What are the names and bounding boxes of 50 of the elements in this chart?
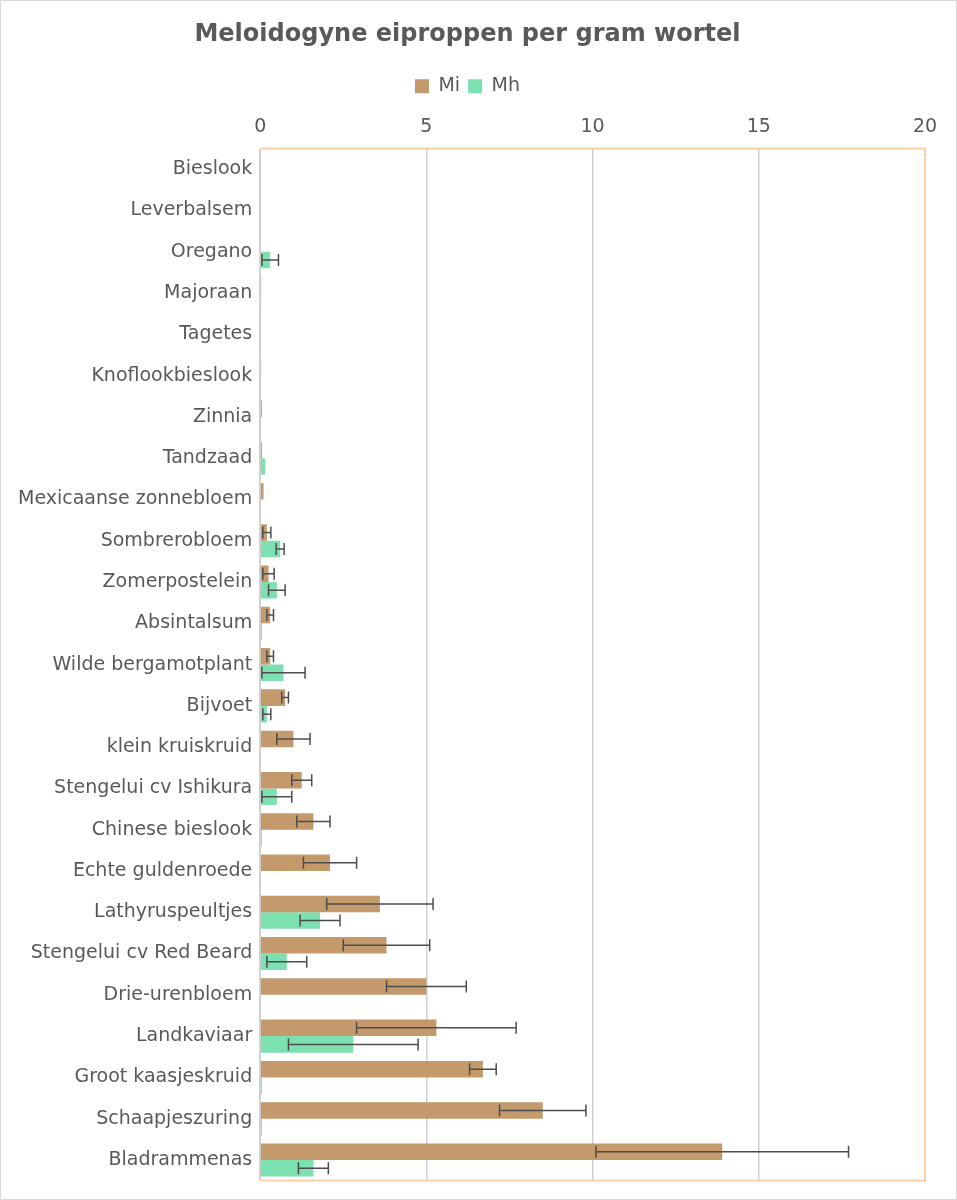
y-tick-label: Stengelui cv Ishikura: [54, 775, 253, 798]
y-tick-label: Bieslook: [172, 156, 253, 179]
y-tick-label: Zinnia: [192, 403, 253, 426]
bar: [260, 582, 277, 599]
x-tick-label: 10: [580, 114, 605, 137]
y-tick-label: Tandzaad: [161, 445, 253, 468]
y-tick-label: Tagetes: [178, 321, 253, 344]
bar: [260, 1019, 437, 1037]
y-tick-label: Oregano: [170, 238, 253, 261]
y-tick-label: Mexicaanse zonnebloem: [17, 486, 253, 509]
chart-title: Meloidogyne eiproppen per gram wortel: [194, 18, 741, 47]
y-tick-label: Chinese bieslook: [91, 816, 253, 839]
x-tick-label: 15: [746, 114, 771, 137]
y-tick-label: Bladrammenas: [108, 1146, 253, 1169]
y-tick-label: Lathyruspeultjes: [94, 899, 253, 922]
bar: [260, 771, 302, 789]
bar: [260, 854, 331, 871]
y-tick-label: Echte guldenroede: [72, 857, 253, 880]
bar: [260, 1143, 723, 1160]
x-tick-label: 0: [254, 114, 267, 137]
x-tick-label: 20: [912, 114, 938, 137]
y-tick-label: Zomerpostelein: [102, 568, 253, 591]
bar: [260, 912, 321, 929]
bar: [260, 689, 286, 706]
y-tick-label: Groot kaasjeskruid: [74, 1064, 253, 1087]
y-tick-label: Landkaviaar: [135, 1023, 253, 1046]
legend-label: Mh: [491, 73, 521, 96]
y-tick-label: Stengelui cv Red Beard: [30, 940, 253, 963]
y-tick-label: klein kruiskruid: [106, 734, 253, 757]
bar: [260, 458, 266, 475]
y-tick-label: Knoflookbieslook: [91, 362, 253, 385]
bar: [260, 482, 264, 500]
bar: [260, 937, 387, 954]
y-tick-label: Absintalsum: [135, 610, 253, 633]
y-tick-label: Sombrerobloem: [100, 527, 253, 550]
bar: [260, 978, 427, 995]
y-tick-label: Leverbalsem: [130, 197, 253, 220]
legend-label: Mi: [438, 73, 461, 96]
y-tick-label: Majoraan: [164, 280, 253, 303]
y-tick-label: Drie-urenbloem: [103, 981, 253, 1004]
bar: [260, 1159, 314, 1177]
y-tick-label: Wilde bergamotplant: [52, 651, 253, 674]
y-tick-label: Schaapjeszuring: [96, 1105, 253, 1128]
bar: [260, 1036, 354, 1053]
y-tick-label: Bijvoet: [186, 692, 253, 715]
bar: [260, 1102, 543, 1119]
bar: [260, 1060, 483, 1078]
bar: [260, 895, 380, 913]
bar: [260, 813, 314, 830]
x-tick-label: 5: [420, 114, 433, 137]
